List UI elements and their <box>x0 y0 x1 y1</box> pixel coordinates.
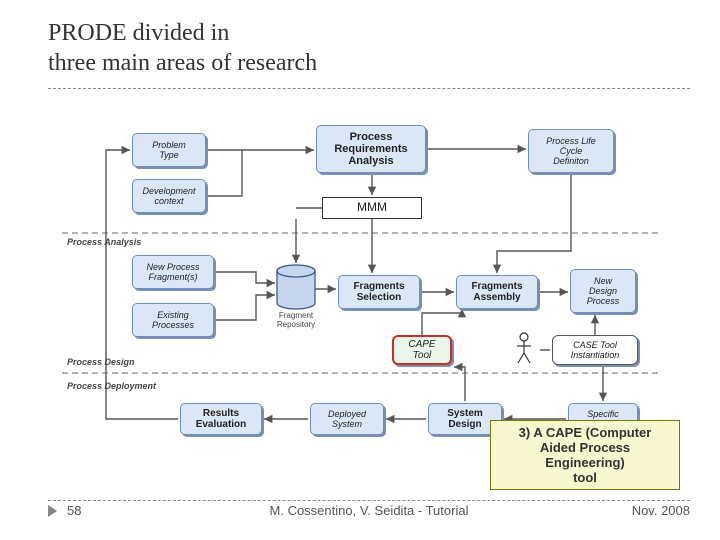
node-frag-asm-label: FragmentsAssembly <box>467 279 526 305</box>
node-case-tool: CASE ToolInstantiation <box>552 335 638 365</box>
node-existing-proc-label: ExistingProcesses <box>148 308 198 332</box>
node-mmm: MMM <box>322 197 422 219</box>
node-system-design-label: SystemDesign <box>443 406 487 432</box>
node-new-design-proc-label: NewDesignProcess <box>583 274 624 308</box>
node-new-frag: New ProcessFragment(s) <box>132 255 214 289</box>
node-frag-sel: FragmentsSelection <box>338 275 420 309</box>
annotation-line3: tool <box>573 470 597 485</box>
dashed-rule <box>48 88 690 89</box>
node-new-design-proc: NewDesignProcess <box>570 269 636 313</box>
node-mmm-label: MMM <box>353 199 391 216</box>
footer-credit: M. Cossentino, V. Seidita - Tutorial <box>48 503 690 518</box>
side-label-process-design: Process Design <box>67 357 135 367</box>
node-results-eval: ResultsEvaluation <box>180 403 262 435</box>
node-problem-type: ProblemType <box>132 133 206 167</box>
node-pra: ProcessRequirementsAnalysis <box>316 125 426 173</box>
node-plcd: Process LifeCycleDefiniton <box>528 129 614 173</box>
node-dev-context-label: Developmentcontext <box>138 184 199 208</box>
node-new-frag-label: New ProcessFragment(s) <box>142 260 203 284</box>
dashed-rule <box>48 500 690 501</box>
node-dev-context: Developmentcontext <box>132 179 206 213</box>
node-cape-tool-label: CAPETool <box>404 337 439 363</box>
node-pra-label: ProcessRequirementsAnalysis <box>330 129 411 170</box>
title-line2: three main areas of research <box>48 50 317 76</box>
node-results-eval-label: ResultsEvaluation <box>192 406 251 432</box>
node-existing-proc: ExistingProcesses <box>132 303 214 337</box>
footer: 58 M. Cossentino, V. Seidita - Tutorial … <box>48 503 690 518</box>
annotation-line2: Aided Process Engineering) <box>540 440 630 470</box>
node-frag-asm: FragmentsAssembly <box>456 275 538 309</box>
cylinder-label: FragmentRepository <box>269 311 323 329</box>
node-cape-tool: CAPETool <box>392 335 452 365</box>
title-line1: PRODE divided in <box>48 20 229 46</box>
side-label-process-analysis: Process Analysis <box>67 237 141 247</box>
node-case-tool-label: CASE ToolInstantiation <box>567 338 624 362</box>
annotation-cape: 3) A CAPE (Computer Aided Process Engine… <box>490 420 680 490</box>
node-problem-type-label: ProblemType <box>148 138 190 162</box>
diagram-area: ProblemType Developmentcontext ProcessRequ… <box>62 125 658 445</box>
side-label-process-deployment: Process Deployment <box>67 381 156 391</box>
node-deployed-sys-label: DeployedSystem <box>324 407 370 431</box>
annotation-line1: 3) A CAPE (Computer <box>519 425 652 440</box>
node-frag-sel-label: FragmentsSelection <box>349 279 408 305</box>
slide-title: PRODE divided in three main areas of res… <box>48 18 317 78</box>
node-plcd-label: Process LifeCycleDefiniton <box>542 134 600 168</box>
node-deployed-sys: DeployedSystem <box>310 403 384 435</box>
